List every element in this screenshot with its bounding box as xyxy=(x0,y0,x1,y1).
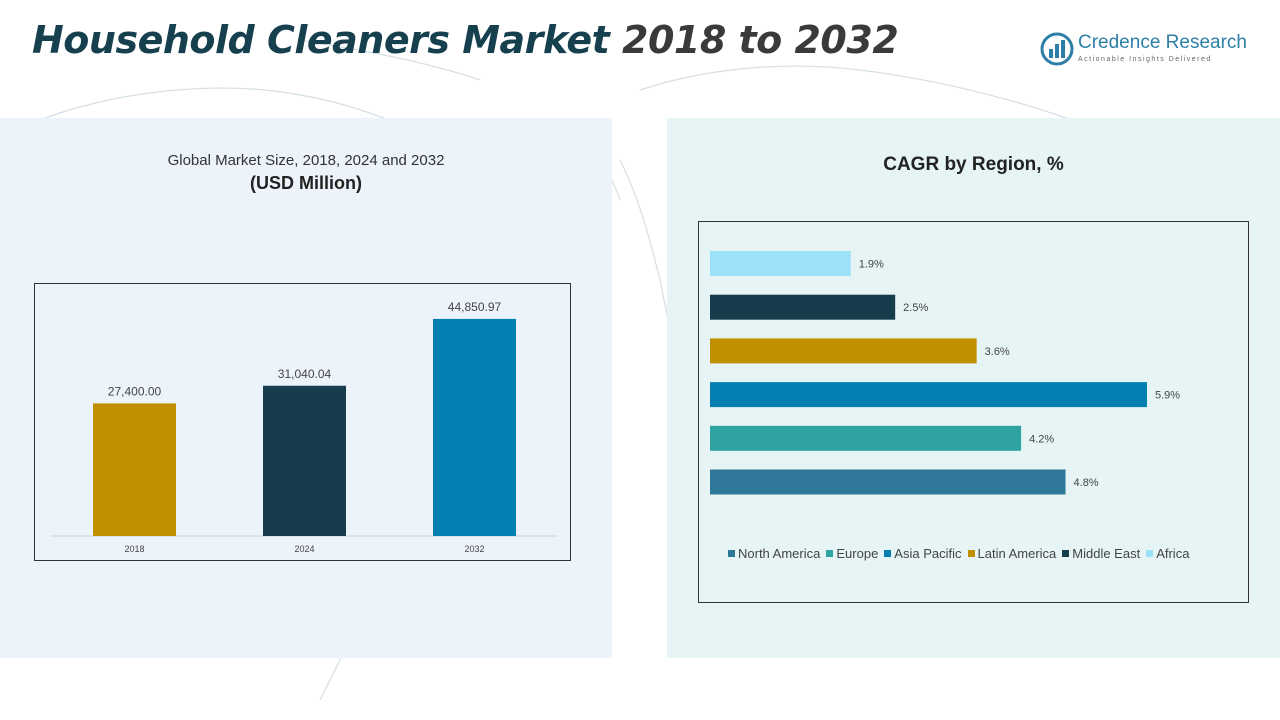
legend-swatch xyxy=(728,550,735,557)
bar-value-label: 27,400.00 xyxy=(108,384,162,398)
market-size-chart: 27,400.00 2018 31,040.04 2024 44,850.97 2032 xyxy=(34,283,571,561)
legend-swatch xyxy=(884,550,892,557)
x-tick-label: 2018 xyxy=(124,544,144,554)
hbar-value-label: 2.5% xyxy=(903,302,928,314)
legend-label: Africa xyxy=(1156,546,1190,561)
x-tick-label: 2024 xyxy=(294,544,314,554)
logo-name: Credence Research xyxy=(1078,32,1247,53)
hbar-africa xyxy=(710,251,851,276)
market-size-title: Global Market Size, 2018, 2024 and 2032 xyxy=(167,152,445,169)
legend-label: Asia Pacific xyxy=(894,546,962,561)
hbar-value-label: 4.8% xyxy=(1074,477,1099,489)
x-tick-label: 2032 xyxy=(464,544,484,554)
hbar-middle-east xyxy=(710,294,896,320)
market-size-unit: (USD Million) xyxy=(250,173,362,193)
logo-tagline: Actionable Insights Delivered xyxy=(1078,56,1212,63)
legend-item: North America xyxy=(728,546,820,561)
cagr-legend: North America Europe Asia Pacific Latin Ame… xyxy=(728,546,1248,561)
company-logo: Credence Research Actionable Insights De… xyxy=(1040,30,1255,70)
market-size-heading: Global Market Size, 2018, 2024 and 2032 … xyxy=(0,152,612,194)
hbar-europe xyxy=(710,425,1022,451)
market-size-chart-svg: 27,400.00 2018 31,040.04 2024 44,850.97 2032 xyxy=(51,300,557,554)
bar-2024 xyxy=(263,385,346,536)
legend-label: Latin America xyxy=(977,546,1057,561)
hbar-latin-america xyxy=(710,338,977,364)
legend-item: Asia Pacific xyxy=(884,546,962,561)
legend-swatch xyxy=(967,550,975,557)
legend-item: Latin America xyxy=(967,546,1057,561)
legend-item: Europe xyxy=(826,546,878,561)
cagr-chart: 1.9% 2.5% 3.6% 5.9% 4.2% 4.8% xyxy=(698,221,1249,603)
bar-2032 xyxy=(433,318,516,536)
legend-label: North America xyxy=(738,546,821,561)
page-title-part2: 2018 to 2032 xyxy=(622,18,899,62)
bar-value-label: 31,040.04 xyxy=(278,367,332,381)
legend-label: Middle East xyxy=(1072,546,1141,561)
hbar-value-label: 3.6% xyxy=(985,346,1010,358)
legend-swatch xyxy=(826,550,834,557)
page-title: Household Cleaners Market 2018 to 2032 xyxy=(32,18,899,62)
legend-swatch xyxy=(1062,550,1070,557)
hbar-north-america xyxy=(710,469,1066,495)
cagr-title: CAGR by Region, % xyxy=(883,154,1064,175)
legend-swatch xyxy=(1146,550,1154,557)
hbar-value-label: 1.9% xyxy=(859,259,884,271)
hbar-value-label: 5.9% xyxy=(1155,390,1180,402)
legend-item: Middle East xyxy=(1062,546,1140,561)
hbar-asia-pacific xyxy=(710,382,1147,408)
hbar-value-label: 4.2% xyxy=(1029,433,1054,445)
legend-item: Africa xyxy=(1146,546,1189,561)
bar-value-label: 44,850.97 xyxy=(448,300,502,314)
legend-label: Europe xyxy=(836,546,879,561)
page-title-part1: Household Cleaners Market xyxy=(32,18,610,62)
logo-icon xyxy=(1040,32,1074,66)
bar-2018 xyxy=(93,403,176,536)
cagr-chart-svg: 1.9% 2.5% 3.6% 5.9% 4.2% 4.8% xyxy=(710,251,1180,495)
